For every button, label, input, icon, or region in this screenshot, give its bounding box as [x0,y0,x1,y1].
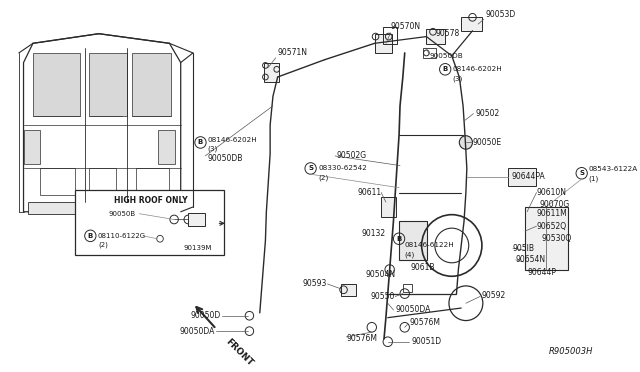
Bar [403,284,412,292]
Bar [40,169,76,195]
Text: 90644P: 90644P [527,268,556,277]
Bar [158,130,175,164]
Bar [381,197,396,217]
Bar [132,53,172,116]
Bar [264,62,278,82]
Text: B: B [198,140,203,145]
Bar [374,34,392,53]
Text: B: B [396,236,402,242]
Bar [525,207,568,270]
Text: 90132: 90132 [362,230,386,238]
Text: 90578: 90578 [436,29,460,38]
Text: R905003H: R905003H [548,347,593,356]
Text: 08543-6122A: 08543-6122A [588,166,637,172]
Text: 90611: 90611 [357,188,381,197]
Text: 08146-6202H: 08146-6202H [207,137,257,142]
Bar [340,284,356,295]
Text: (3): (3) [452,76,463,82]
Text: (4): (4) [404,252,415,258]
Bar [383,27,397,44]
Text: 90530Q: 90530Q [541,234,572,243]
Text: S: S [308,166,313,171]
Text: (2): (2) [98,241,108,248]
Bar [399,221,428,260]
Text: 90570N: 90570N [390,22,420,32]
Text: (2): (2) [318,175,328,181]
Text: 90051D: 90051D [412,337,442,346]
Text: S: S [579,170,584,176]
Text: 90139M: 90139M [184,246,212,251]
Text: 90654N: 90654N [516,256,546,264]
Text: 08146-6202H: 08146-6202H [452,66,502,72]
Bar [33,53,80,116]
Text: 08110-6122G: 08110-6122G [98,233,146,239]
Text: 90576M: 90576M [410,318,440,327]
Bar [362,318,414,347]
Bar [422,48,436,58]
Text: 90053D: 90053D [486,10,516,19]
Text: 08146-6122H: 08146-6122H [404,243,454,248]
Text: 90504N: 90504N [365,270,396,279]
Text: (1): (1) [588,176,598,182]
Text: 08330-62542: 08330-62542 [318,166,367,171]
Text: 90502: 90502 [476,109,500,118]
Bar [24,130,40,164]
Text: 90576M: 90576M [346,334,378,343]
Text: 90050DB: 90050DB [429,53,463,59]
Text: HIGH ROOF ONLY: HIGH ROOF ONLY [114,196,188,205]
Text: 90611M: 90611M [536,209,567,218]
Text: B: B [88,233,93,239]
Text: 905IB: 905IB [513,244,535,253]
Text: 9061B: 9061B [410,263,435,272]
Circle shape [460,136,472,149]
Text: 90502G: 90502G [337,151,367,160]
Bar [28,202,174,214]
Text: 90610N: 90610N [536,188,566,197]
Text: 90050D: 90050D [191,311,221,320]
Text: 90550: 90550 [371,292,396,301]
Bar [188,213,205,226]
Text: 90593: 90593 [302,279,326,288]
Bar [426,29,445,44]
Text: 90050E: 90050E [472,138,502,147]
Text: (3): (3) [207,146,218,153]
Text: 90571N: 90571N [278,48,308,57]
Bar [90,169,116,195]
Bar [76,190,224,255]
Text: FRONT: FRONT [224,337,255,368]
Text: 90050DB: 90050DB [207,154,243,163]
Bar [508,169,536,186]
Text: 90050DA: 90050DA [396,305,431,314]
Text: 90070G: 90070G [540,199,570,209]
Bar [90,53,127,116]
Text: 90652Q: 90652Q [536,222,566,231]
Bar [461,17,482,31]
Text: 90592: 90592 [482,291,506,300]
Text: 90050B: 90050B [108,211,136,217]
Bar [136,169,170,195]
Text: 90050DA: 90050DA [179,327,214,336]
Text: 90644PA: 90644PA [511,171,545,181]
Text: B: B [443,66,448,72]
